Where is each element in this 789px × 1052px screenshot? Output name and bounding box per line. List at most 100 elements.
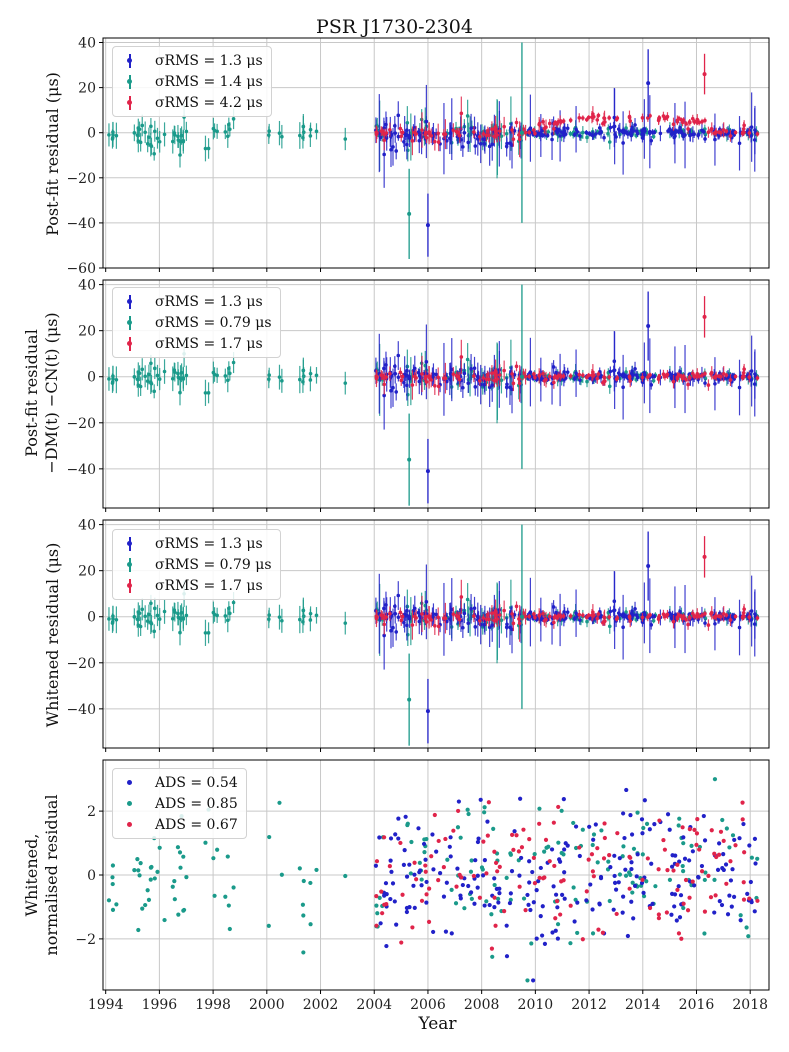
data-point-blue	[618, 372, 622, 377]
data-point-red	[420, 612, 424, 616]
data-point-red	[664, 910, 669, 915]
data-point-red	[680, 616, 685, 621]
data-point-blue	[475, 839, 481, 845]
panel1-frame	[102, 37, 770, 269]
data-point-red	[724, 881, 729, 886]
data-point-red	[481, 376, 486, 380]
data-point-blue	[612, 853, 617, 858]
data-point-red	[591, 874, 596, 879]
data-point-red	[427, 886, 432, 891]
data-point-blue	[382, 152, 386, 157]
data-point-blue	[389, 869, 394, 874]
data-point-blue	[565, 370, 570, 374]
data-point-teal	[152, 151, 156, 156]
y-tick-label: 40	[78, 36, 96, 52]
data-point-red	[492, 895, 497, 900]
data-point-blue	[561, 797, 566, 802]
data-point-blue	[492, 876, 497, 881]
data-point-teal	[490, 954, 495, 959]
legend-marker-red	[119, 578, 141, 593]
data-point-blue	[629, 860, 634, 865]
data-point-teal	[555, 922, 561, 927]
data-point-teal	[590, 931, 596, 936]
data-point-blue	[393, 604, 397, 609]
data-point-red	[694, 842, 699, 847]
data-point-red	[537, 374, 541, 378]
data-point-blue	[487, 902, 492, 908]
data-point-red	[675, 887, 680, 892]
panel2-ylabel-line2: −DM(t) −CN(t) (μs)	[42, 312, 61, 474]
data-point-blue	[530, 869, 535, 875]
data-point-red	[423, 863, 428, 868]
data-point-teal	[157, 139, 162, 144]
data-point-outlier	[407, 457, 412, 462]
data-point-teal	[499, 618, 504, 623]
data-point-red	[733, 614, 738, 619]
data-point-blue	[550, 930, 555, 935]
panel4-legend: ADS = 0.54 ADS = 0.85 ADS = 0.67	[112, 768, 247, 839]
data-point-teal	[176, 912, 181, 917]
data-point-red	[486, 373, 490, 377]
data-point-red	[648, 613, 652, 617]
data-point-red	[510, 128, 514, 132]
data-point-blue	[417, 619, 422, 624]
data-point-red	[694, 613, 699, 618]
data-point-red	[740, 817, 745, 822]
data-point-red	[495, 377, 499, 381]
data-point-teal	[300, 902, 306, 907]
data-point-blue	[462, 611, 467, 616]
data-point-blue	[388, 836, 394, 841]
data-point-red	[706, 623, 711, 627]
data-point-teal	[703, 870, 708, 875]
data-point-red	[694, 831, 700, 836]
data-point-red	[690, 371, 695, 376]
data-point-teal	[155, 136, 160, 141]
data-point-red	[552, 121, 557, 126]
data-point-red	[591, 370, 595, 375]
data-point-teal	[297, 866, 302, 871]
data-point-teal	[145, 141, 150, 146]
data-point-blue	[424, 900, 429, 905]
data-point-blue	[640, 831, 645, 836]
data-point-blue	[417, 379, 422, 384]
data-point-red	[517, 377, 521, 381]
data-point-teal	[607, 624, 612, 629]
data-point-teal	[651, 618, 656, 623]
data-point-red	[554, 899, 560, 904]
data-point-outlier	[702, 554, 707, 559]
data-point-red	[493, 923, 498, 928]
data-point-blue	[403, 133, 408, 138]
data-point-blue	[649, 861, 654, 866]
data-point-red	[699, 869, 705, 874]
data-point-teal	[482, 805, 487, 810]
data-point-red	[456, 374, 460, 379]
data-point-blue	[625, 933, 630, 939]
data-point-red	[471, 873, 476, 879]
data-point-red	[511, 137, 516, 141]
data-point-red	[589, 852, 595, 857]
data-point-teal	[542, 849, 547, 854]
data-point-blue	[692, 883, 697, 888]
data-point-blue	[382, 893, 387, 898]
data-point-teal	[529, 941, 534, 946]
data-point-red	[537, 122, 541, 127]
data-point-red	[423, 616, 428, 621]
data-point-teal	[492, 882, 497, 888]
data-point-teal	[417, 860, 422, 865]
data-point-red	[459, 355, 464, 359]
data-point-red	[547, 859, 552, 864]
data-point-red	[614, 911, 619, 917]
data-point-red	[688, 120, 692, 125]
data-point-blue	[669, 616, 674, 620]
data-point-teal	[314, 373, 319, 378]
data-point-red	[679, 936, 684, 941]
data-point-blue	[526, 902, 531, 907]
data-point-red	[568, 614, 573, 618]
data-point-teal	[595, 860, 600, 865]
data-point-teal	[465, 597, 470, 602]
data-point-teal	[155, 869, 160, 874]
data-point-red	[716, 852, 722, 857]
data-point-teal	[624, 610, 628, 614]
data-point-red	[490, 611, 494, 615]
data-point-red	[424, 892, 429, 897]
